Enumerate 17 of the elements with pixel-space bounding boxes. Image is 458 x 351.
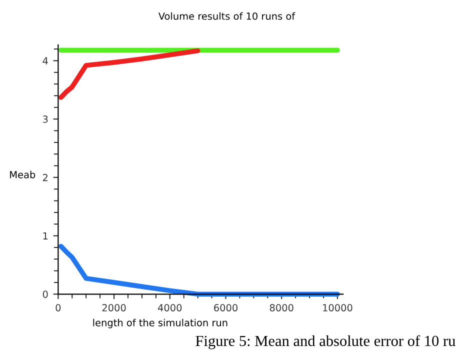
x-tick-label: 4000 — [158, 304, 182, 312]
x-tick-label: 0 — [56, 304, 61, 312]
x-tick-label: 8000 — [270, 304, 294, 312]
y-tick-label: 3 — [43, 116, 48, 123]
y-tick-label: 0 — [42, 290, 48, 298]
line-series — [58, 48, 200, 100]
x-axis-title: length of the simulation run — [93, 318, 228, 328]
caption: Figure 5: Mean and absolute error of 10 ru — [196, 335, 456, 350]
y-axis-title: Meab — [10, 170, 36, 178]
y-tick-label: 2 — [42, 174, 48, 182]
y-tick-label: 4 — [42, 57, 48, 64]
x-tick-label: 2000 — [102, 304, 126, 312]
chart-title: Volume results of 10 runs of — [158, 12, 296, 20]
y-tick-label: 1 — [43, 232, 48, 240]
line-series — [58, 244, 340, 297]
x-tick-label: 10000 — [323, 304, 352, 312]
x-tick-label: 6000 — [214, 304, 238, 312]
